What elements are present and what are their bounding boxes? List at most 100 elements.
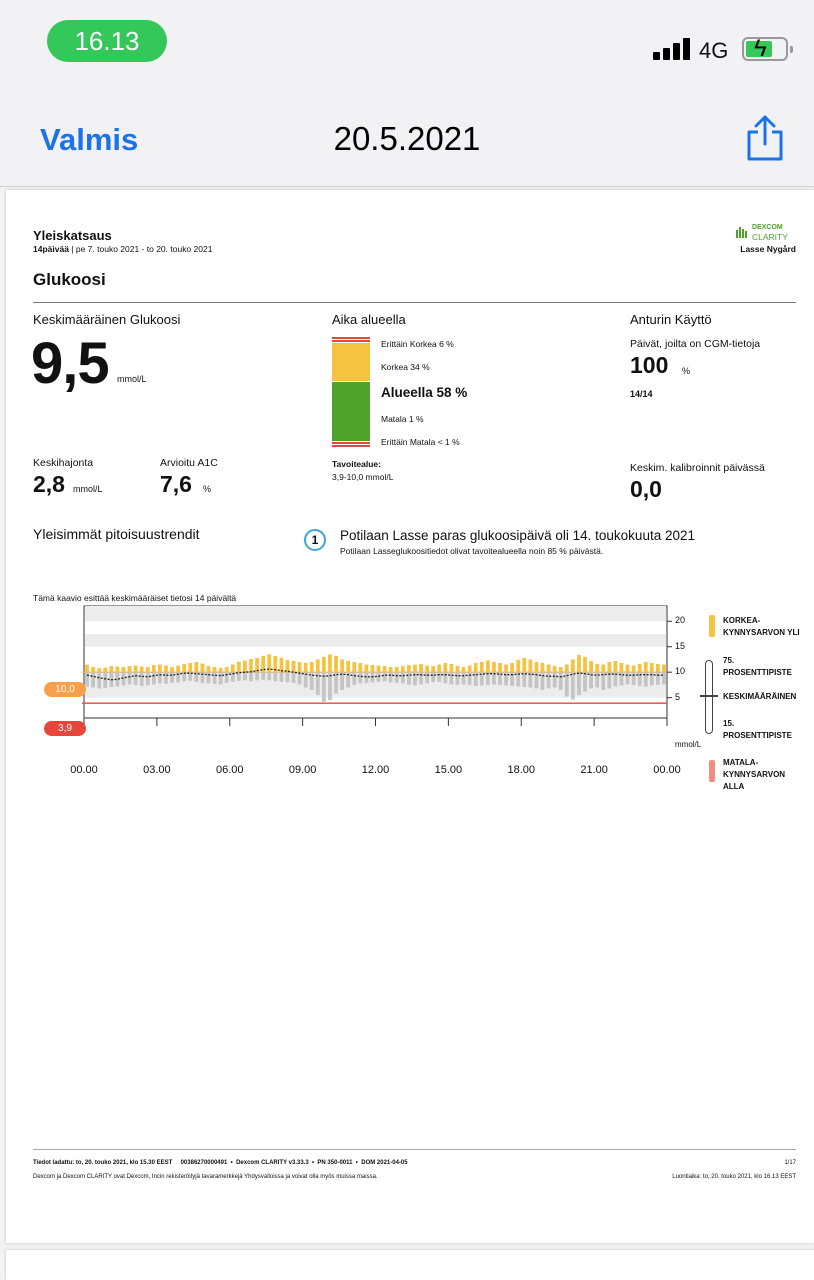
bar-above-high — [133, 665, 138, 673]
bar-range — [103, 672, 108, 688]
bar-range — [261, 672, 266, 680]
done-button[interactable]: Valmis — [40, 122, 139, 157]
dexcom-logo: DEXCOM CLARITY — [736, 224, 796, 242]
bar-above-high — [577, 654, 581, 673]
bar-range — [649, 672, 654, 686]
bar-above-high — [358, 663, 363, 673]
legend-low-swatch — [709, 760, 715, 782]
bar-above-high — [522, 657, 527, 673]
best-day-title: Potilaan Lasse paras glukoosipäivä oli 1… — [340, 528, 695, 543]
bar-above-high — [218, 668, 223, 673]
bar-range — [558, 672, 563, 690]
bar-range — [461, 672, 466, 685]
bar-range — [133, 672, 138, 685]
bar-range — [425, 672, 430, 684]
agp-chart — [82, 605, 672, 726]
bar-above-high — [109, 666, 114, 673]
bar-range — [352, 672, 357, 685]
footer-trademark: Dexcom ja Dexcom CLARITY ovat Dexcom, In… — [33, 1174, 378, 1180]
bar-above-high — [285, 659, 290, 673]
bar-above-high — [334, 655, 338, 673]
dexcom-icon — [736, 227, 747, 238]
footer-created: Luontiaika: to, 20. touko 2021, klo 16.1… — [672, 1174, 796, 1180]
bar-above-high — [158, 664, 162, 673]
bar-above-high — [407, 665, 411, 673]
bar-above-high — [546, 664, 551, 673]
bar-range — [437, 672, 442, 682]
bar-range — [358, 672, 363, 684]
bar-range — [200, 672, 205, 683]
tir-segment-low — [332, 442, 370, 444]
legend-band-icon — [705, 660, 713, 734]
bar-above-high — [164, 665, 168, 673]
bar-range — [656, 672, 660, 685]
bar-range — [115, 672, 120, 687]
bar-above-high — [443, 663, 448, 673]
bar-range — [479, 672, 484, 686]
bar-range — [643, 672, 648, 687]
bar-range — [631, 672, 636, 685]
bar-above-high — [388, 667, 393, 673]
bar-above-high — [643, 662, 648, 673]
y-axis-unit: mmol/L — [675, 740, 702, 749]
x-tick-label: 12.00 — [361, 764, 390, 776]
x-tick-label: 15.00 — [434, 764, 463, 776]
bar-range — [212, 672, 217, 684]
tir-high: Korkea 34 % — [381, 362, 430, 372]
bar-range — [158, 672, 162, 684]
a1c-value: 7,6 — [160, 471, 192, 497]
page-number: 1/17 — [784, 1160, 796, 1166]
bar-range — [467, 672, 472, 685]
avg-glucose-unit: mmol/L — [117, 374, 147, 384]
avg-glucose-label: Keskimääräinen Glukoosi — [33, 312, 181, 327]
status-time[interactable]: 16.13 — [47, 20, 167, 62]
share-icon[interactable] — [744, 114, 786, 162]
bar-range — [328, 672, 332, 701]
a1c-unit: % — [203, 484, 212, 494]
bar-above-high — [492, 662, 496, 673]
bar-range — [85, 672, 89, 687]
bar-above-high — [291, 660, 296, 673]
bar-above-high — [352, 662, 357, 673]
bar-range — [419, 672, 423, 685]
bar-above-high — [558, 667, 563, 673]
bar-above-high — [534, 662, 539, 673]
bar-above-high — [249, 658, 253, 673]
bar-above-high — [540, 663, 545, 673]
sd-label: Keskihajonta — [33, 457, 94, 469]
bar-above-high — [176, 665, 181, 673]
bar-above-high — [182, 664, 187, 673]
bar-range — [552, 672, 557, 688]
bar-range — [285, 672, 290, 683]
bar-above-high — [479, 662, 484, 673]
bar-range — [637, 672, 642, 686]
bar-above-high — [425, 665, 430, 673]
bar-above-high — [382, 666, 387, 673]
bar-above-high — [340, 659, 344, 673]
bar-range — [321, 672, 326, 702]
bar-range — [145, 672, 150, 686]
bar-range — [297, 672, 302, 685]
bar-above-high — [261, 655, 266, 673]
bar-range — [522, 672, 527, 687]
bar-range — [127, 672, 132, 685]
bar-above-high — [127, 666, 132, 673]
bar-above-high — [309, 662, 314, 673]
x-tick-label: 00.00 — [70, 764, 98, 776]
bar-above-high — [516, 659, 521, 673]
bar-above-high — [473, 663, 478, 673]
bar-above-high — [485, 660, 490, 673]
bar-above-high — [145, 667, 150, 673]
mean-line — [86, 668, 664, 681]
bar-above-high — [607, 662, 612, 673]
bar-above-high — [498, 663, 502, 673]
x-tick-label: 21.00 — [580, 764, 608, 776]
bar-range — [394, 672, 399, 683]
bar-range — [188, 672, 193, 681]
bar-above-high — [303, 663, 308, 673]
divider — [0, 186, 814, 187]
y-tick-label: 5 — [675, 691, 681, 702]
bar-range — [400, 672, 405, 684]
bar-range — [176, 672, 181, 683]
bar-above-high — [91, 667, 95, 673]
